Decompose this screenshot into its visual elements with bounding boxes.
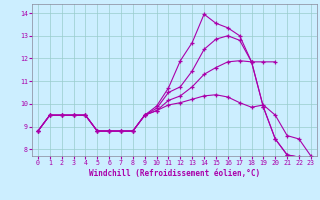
X-axis label: Windchill (Refroidissement éolien,°C): Windchill (Refroidissement éolien,°C) [89,169,260,178]
